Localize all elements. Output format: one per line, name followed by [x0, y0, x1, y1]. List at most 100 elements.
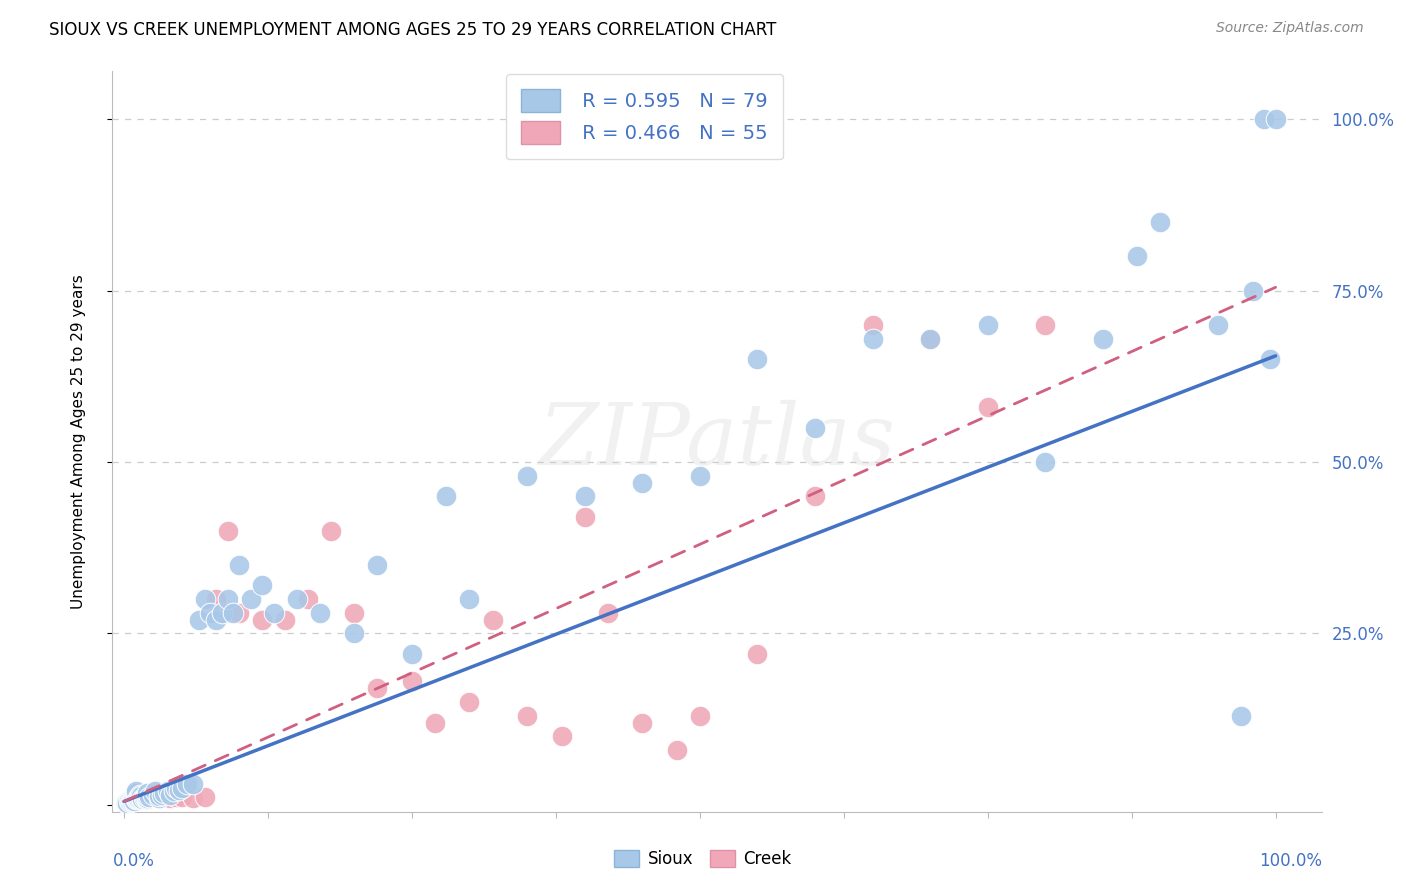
Point	[228, 606, 250, 620]
Point	[274, 613, 297, 627]
Point	[124, 785, 146, 799]
Point	[181, 791, 204, 805]
Point	[321, 524, 343, 538]
Point	[747, 647, 769, 661]
Point	[153, 785, 176, 799]
Point	[124, 789, 146, 804]
Point	[1253, 112, 1275, 127]
Point	[211, 606, 233, 620]
Point	[136, 791, 159, 805]
Point	[1258, 352, 1281, 367]
Point	[170, 780, 193, 795]
Point	[194, 592, 217, 607]
Point	[804, 421, 827, 435]
Point	[516, 468, 538, 483]
Y-axis label: Unemployment Among Ages 25 to 29 years: Unemployment Among Ages 25 to 29 years	[72, 274, 86, 609]
Point	[1126, 250, 1149, 264]
Point	[366, 681, 388, 696]
Point	[217, 524, 239, 538]
Point	[134, 789, 156, 804]
Point	[159, 788, 181, 802]
Point	[665, 743, 688, 757]
Point	[574, 510, 596, 524]
Point	[920, 332, 942, 346]
Point	[228, 558, 250, 572]
Point	[142, 789, 165, 804]
Point	[862, 318, 884, 332]
Point	[153, 789, 176, 803]
Point	[124, 794, 146, 808]
Point	[124, 791, 146, 805]
Point	[134, 791, 156, 805]
Point	[150, 788, 173, 802]
Point	[343, 606, 366, 620]
Point	[136, 792, 159, 806]
Point	[127, 791, 149, 805]
Point	[458, 695, 481, 709]
Point	[366, 558, 388, 572]
Point	[121, 793, 143, 807]
Point	[181, 777, 204, 791]
Point	[138, 791, 160, 805]
Text: 0.0%: 0.0%	[112, 853, 155, 871]
Text: Source: ZipAtlas.com: Source: ZipAtlas.com	[1216, 21, 1364, 35]
Point	[135, 788, 157, 802]
Point	[117, 794, 139, 808]
Point	[124, 785, 146, 799]
Point	[401, 647, 423, 661]
Point	[550, 729, 572, 743]
Point	[1230, 708, 1253, 723]
Point	[205, 613, 228, 627]
Point	[920, 332, 942, 346]
Point	[118, 794, 141, 808]
Point	[1091, 332, 1114, 346]
Point	[516, 708, 538, 723]
Point	[148, 791, 170, 805]
Legend:  R = 0.595   N = 79,  R = 0.466   N = 55: R = 0.595 N = 79, R = 0.466 N = 55	[506, 74, 783, 160]
Point	[118, 795, 141, 809]
Point	[217, 592, 239, 607]
Point	[169, 782, 191, 797]
Point	[1149, 215, 1171, 229]
Point	[747, 352, 769, 367]
Point	[124, 788, 146, 802]
Point	[308, 606, 330, 620]
Point	[1206, 318, 1229, 332]
Point	[117, 795, 139, 809]
Point	[129, 789, 152, 804]
Point	[148, 791, 170, 805]
Point	[115, 797, 138, 811]
Point	[165, 789, 187, 804]
Point	[124, 788, 146, 802]
Point	[143, 784, 166, 798]
Point	[138, 789, 160, 804]
Point	[194, 789, 217, 804]
Point	[401, 674, 423, 689]
Point	[250, 578, 273, 592]
Point	[222, 606, 245, 620]
Point	[132, 791, 155, 805]
Point	[1033, 455, 1056, 469]
Point	[124, 791, 146, 805]
Point	[162, 784, 184, 798]
Point	[200, 606, 222, 620]
Point	[574, 489, 596, 503]
Point	[136, 791, 159, 805]
Point	[976, 401, 998, 415]
Text: 100.0%: 100.0%	[1258, 853, 1322, 871]
Point	[128, 789, 150, 804]
Point	[1264, 112, 1286, 127]
Point	[436, 489, 458, 503]
Point	[343, 626, 366, 640]
Point	[117, 796, 139, 810]
Point	[148, 789, 170, 803]
Point	[124, 792, 146, 806]
Point	[120, 794, 142, 808]
Point	[142, 788, 165, 802]
Text: SIOUX VS CREEK UNEMPLOYMENT AMONG AGES 25 TO 29 YEARS CORRELATION CHART: SIOUX VS CREEK UNEMPLOYMENT AMONG AGES 2…	[49, 21, 776, 38]
Point	[423, 715, 446, 730]
Point	[976, 318, 998, 332]
Point	[124, 784, 146, 798]
Point	[285, 592, 308, 607]
Point	[127, 791, 149, 805]
